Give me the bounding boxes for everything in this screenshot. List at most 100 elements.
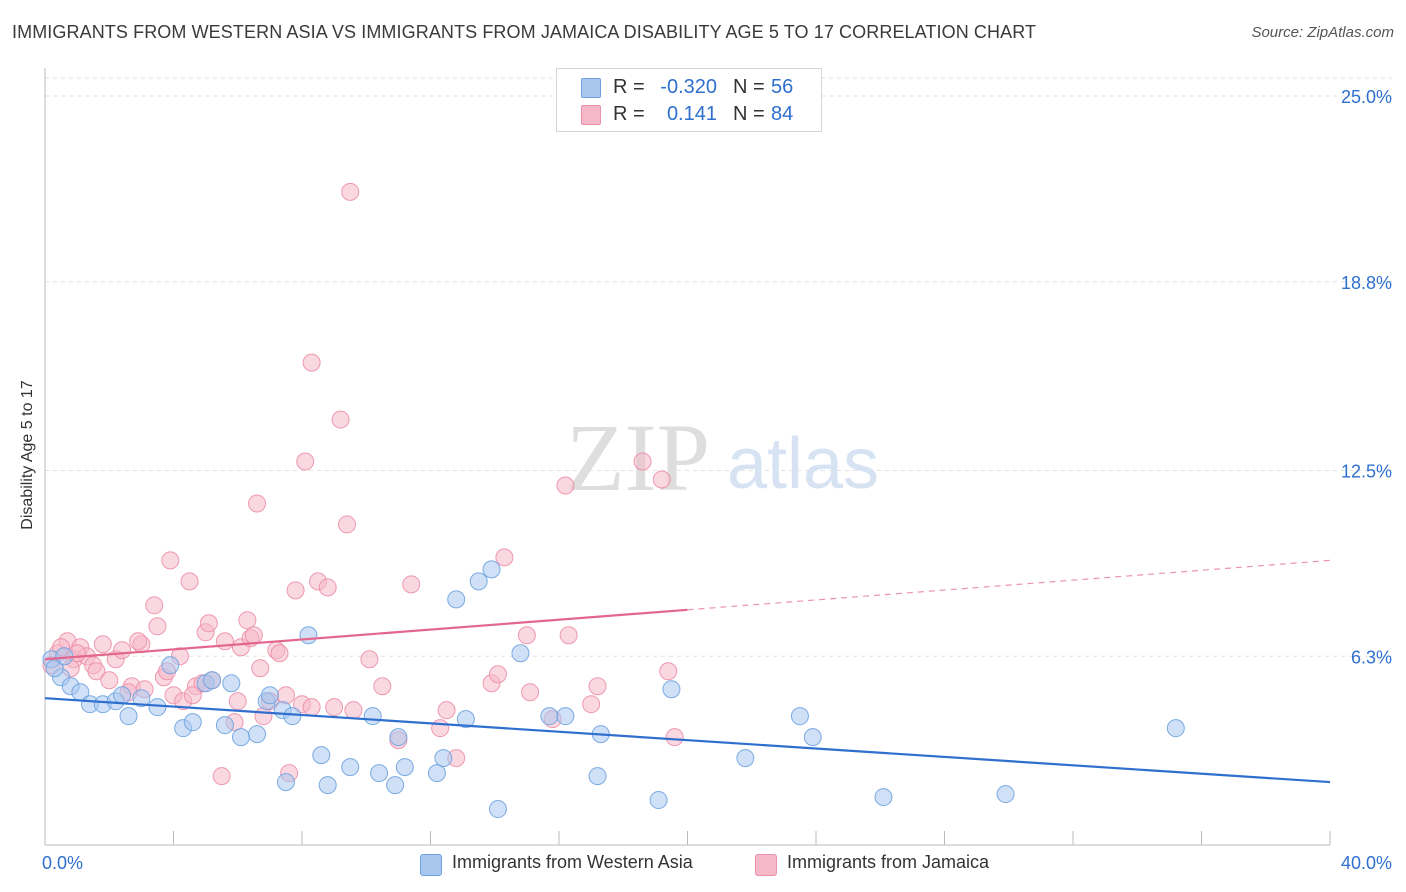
- data-point: [344, 701, 363, 720]
- data-point: [161, 551, 180, 570]
- data-point: [517, 626, 536, 645]
- data-point: [386, 776, 405, 795]
- data-point: [996, 785, 1015, 804]
- legend-swatch-jamaica: [581, 105, 601, 125]
- legend-r-value: 0.141: [666, 103, 717, 125]
- data-point: [93, 635, 112, 654]
- data-point: [456, 710, 475, 729]
- watermark: ZIP atlas: [566, 404, 879, 511]
- data-point: [132, 689, 151, 708]
- data-point: [1166, 719, 1185, 738]
- data-point: [803, 728, 822, 747]
- data-point: [373, 677, 392, 696]
- data-point: [736, 749, 755, 768]
- data-point: [402, 575, 421, 594]
- trend-line-extension: [687, 559, 1331, 611]
- data-point: [559, 626, 578, 645]
- legend-r-value: -0.320: [660, 76, 717, 98]
- source-label: Source: ZipAtlas.com: [1251, 24, 1394, 41]
- data-point: [302, 353, 321, 372]
- data-point: [148, 698, 167, 717]
- x-tick-labels: 0.0% 40.0%: [42, 853, 1392, 873]
- data-point: [511, 644, 530, 663]
- data-point: [113, 641, 132, 660]
- data-point: [302, 698, 321, 717]
- data-point: [203, 671, 222, 690]
- chart-title: IMMIGRANTS FROM WESTERN ASIA VS IMMIGRAN…: [12, 22, 1037, 42]
- data-point: [389, 728, 408, 747]
- data-point: [556, 707, 575, 726]
- data-point: [360, 650, 379, 669]
- data-point: [434, 749, 453, 768]
- data-point: [495, 548, 514, 567]
- data-point: [790, 707, 809, 726]
- y-tick-label: 6.3%: [1351, 647, 1392, 667]
- y-tick-labels: 6.3% 12.5% 18.8% 25.0%: [1341, 87, 1392, 667]
- data-point: [395, 758, 414, 777]
- data-point: [318, 776, 337, 795]
- data-point: [469, 572, 488, 591]
- data-point: [215, 716, 234, 735]
- data-point: [874, 788, 893, 807]
- legend-swatch-western-asia: [581, 78, 601, 98]
- watermark-atlas: atlas: [727, 424, 879, 504]
- data-point: [482, 560, 501, 579]
- legend-row-western-asia: R = -0.320 N = 56: [557, 74, 821, 100]
- trend-lines: [44, 559, 1331, 784]
- data-point: [212, 767, 231, 786]
- data-point: [283, 707, 302, 726]
- data-point: [331, 410, 350, 429]
- y-tick-label: 25.0%: [1341, 87, 1392, 107]
- x-tick-label: 0.0%: [42, 853, 83, 873]
- data-point: [248, 494, 267, 513]
- series-western-asia-points: [42, 560, 1185, 819]
- data-point: [161, 656, 180, 675]
- data-point: [45, 659, 64, 678]
- data-point: [431, 719, 450, 738]
- data-point: [556, 476, 575, 495]
- data-point: [248, 725, 267, 744]
- data-point: [251, 659, 270, 678]
- data-point: [276, 773, 295, 792]
- data-point: [312, 746, 331, 765]
- data-point: [540, 707, 559, 726]
- data-point: [222, 674, 241, 693]
- legend-label-western-asia: Immigrants from Western Asia: [452, 852, 693, 872]
- data-point: [447, 590, 466, 609]
- y-tick-label: 18.8%: [1341, 273, 1392, 293]
- data-point: [370, 764, 389, 783]
- data-point: [488, 665, 507, 684]
- data-point: [183, 713, 202, 732]
- legend-r-label: R =: [613, 76, 645, 98]
- data-point: [318, 578, 337, 597]
- data-point: [254, 707, 273, 726]
- data-point: [325, 698, 344, 717]
- data-point: [148, 617, 167, 636]
- data-point: [341, 758, 360, 777]
- data-point: [437, 701, 456, 720]
- data-point: [649, 791, 668, 810]
- data-point: [488, 800, 507, 819]
- data-point: [129, 632, 148, 651]
- data-point: [119, 707, 138, 726]
- data-point: [238, 611, 257, 630]
- data-point: [296, 452, 315, 471]
- legend-n-value: 84: [771, 103, 794, 125]
- data-point: [521, 683, 540, 702]
- data-point: [215, 632, 234, 651]
- data-point: [145, 596, 164, 615]
- data-point: [341, 182, 360, 201]
- data-point: [427, 764, 446, 783]
- data-point: [363, 707, 382, 726]
- data-point: [183, 686, 202, 705]
- legend-row-jamaica: R = 0.141 N = 84: [557, 101, 821, 127]
- axes: [44, 68, 1331, 846]
- data-point: [228, 692, 247, 711]
- legend-n-value: 56: [771, 76, 794, 98]
- data-point: [199, 614, 218, 633]
- legend-swatch-jamaica: [755, 854, 777, 876]
- legend-r-label: R =: [613, 103, 645, 125]
- data-point: [588, 677, 607, 696]
- data-point: [276, 686, 295, 705]
